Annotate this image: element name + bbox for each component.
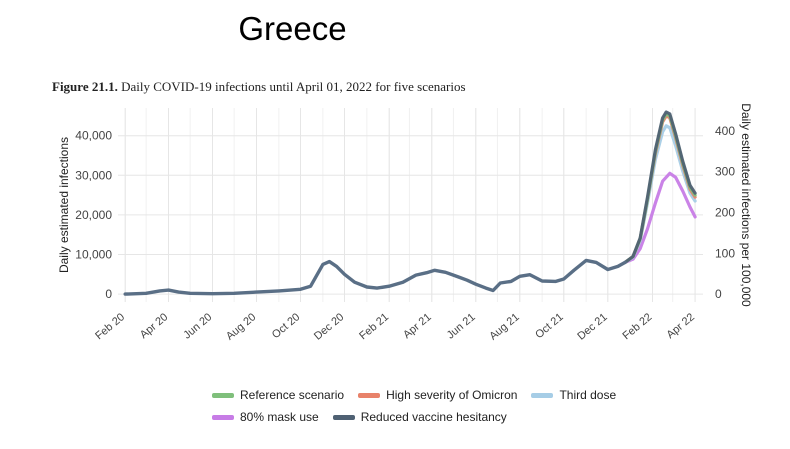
x-tick-label: Aug 20 (224, 311, 258, 343)
x-tick-label: Feb 20 (93, 311, 127, 342)
y-tick-label: 20,000 (75, 208, 112, 222)
legend-row: Reference scenario High severity of Omicr… (212, 384, 672, 406)
legend-swatch (212, 392, 234, 398)
legend-label: 80% mask use (240, 410, 319, 424)
x-tick-label: Aug 21 (487, 311, 521, 343)
figure-label: Figure 21.1. (52, 79, 118, 94)
y2-axis-label: Daily estimated infections per 100,000 (739, 103, 753, 307)
x-tick-label: Dec 20 (312, 311, 346, 343)
y-axis-ticks: 0 10,000 20,000 30,000 40,000 (75, 129, 112, 301)
legend-item: 80% mask use (212, 410, 319, 424)
y-tick-label: 40,000 (75, 129, 112, 143)
country-title: Greece (238, 10, 347, 47)
series-line-80-mask-use (623, 171, 697, 264)
x-tick-label: Oct 20 (270, 311, 303, 341)
series-line-reduced-vaccine-hesitancy (623, 110, 697, 264)
legend-item: Third dose (531, 388, 616, 402)
y2-tick-label: 300 (715, 165, 735, 179)
x-tick-label: Apr 22 (664, 311, 697, 341)
y-tick-label: 0 (105, 287, 112, 301)
x-tick-label: Apr 21 (401, 311, 434, 341)
y2-tick-label: 200 (715, 205, 735, 219)
legend-label: Reduced vaccine hesitancy (360, 410, 507, 424)
series-lines (123, 110, 697, 296)
legend-item: High severity of Omicron (358, 388, 517, 402)
legend-swatch (212, 414, 234, 420)
x-tick-label: Dec 21 (575, 311, 609, 343)
legend: Reference scenario High severity of Omicr… (212, 384, 672, 428)
y2-tick-label: 400 (715, 124, 735, 138)
x-tick-label: Oct 21 (533, 311, 566, 341)
x-axis-ticks: Feb 20 Apr 20 Jun 20 Aug 20 Oct 20 Dec 20 Feb … (93, 311, 697, 343)
x-tick-label: Jun 20 (181, 311, 214, 341)
x-tick-label: Jun 21 (445, 311, 478, 341)
y-tick-label: 30,000 (75, 168, 112, 182)
legend-swatch (332, 414, 355, 420)
y2-tick-label: 100 (715, 246, 735, 260)
x-tick-label: Feb 21 (357, 311, 391, 342)
y2-axis-ticks: 0 100 200 300 400 (715, 124, 735, 301)
figure-caption: Figure 21.1. Daily COVID-19 infections u… (52, 79, 466, 95)
legend-item: Reduced vaccine hesitancy (332, 410, 507, 424)
legend-label: Reference scenario (240, 388, 345, 402)
y-tick-label: 10,000 (75, 247, 112, 261)
legend-label: High severity of Omicron (386, 388, 518, 402)
legend-item: Reference scenario (212, 388, 344, 402)
y2-tick-label: 0 (715, 287, 722, 301)
figure-text: Daily COVID-19 infections until April 01… (121, 79, 466, 94)
x-tick-label: Apr 20 (138, 311, 171, 341)
legend-swatch (358, 392, 381, 398)
grid (118, 108, 703, 302)
history-line (123, 258, 627, 296)
legend-label: Third dose (559, 388, 617, 402)
x-tick-label: Feb 22 (620, 311, 654, 342)
y-axis-label: Daily estimated infections (57, 137, 71, 273)
legend-row: 80% mask use Reduced vaccine hesitancy (212, 406, 672, 428)
legend-swatch (531, 392, 554, 398)
